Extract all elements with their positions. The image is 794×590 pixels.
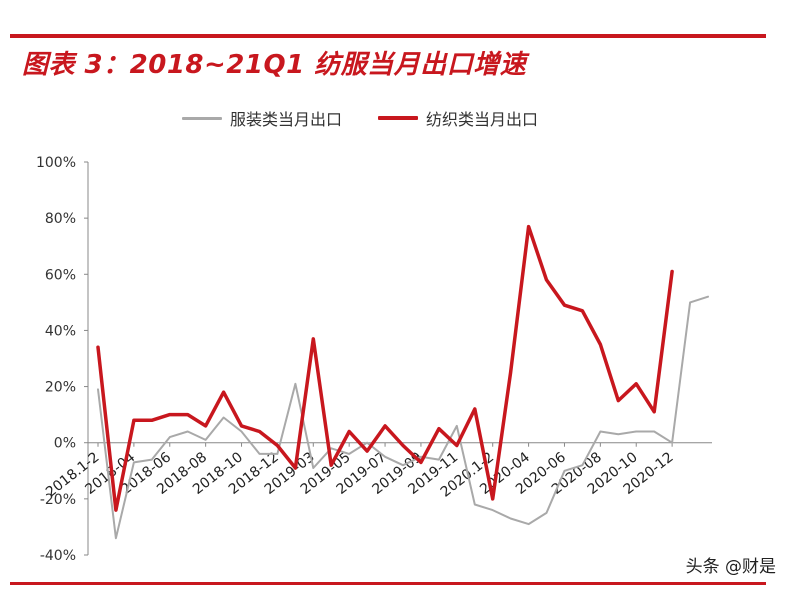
y-tick-label: -40% xyxy=(40,548,76,564)
legend-swatch-apparel xyxy=(182,116,222,120)
y-tick-label: 100% xyxy=(36,155,76,171)
chart-legend: 服装类当月出口 纺织类当月出口 xyxy=(182,106,574,130)
legend-item-apparel: 服装类当月出口 xyxy=(182,106,342,130)
legend-item-textile: 纺织类当月出口 xyxy=(378,106,538,130)
y-tick-label: 80% xyxy=(45,211,76,227)
figure-title: 图表 3：2018~21Q1 纺服当月出口增速 xyxy=(22,50,527,80)
y-tick-label: 40% xyxy=(45,323,76,339)
legend-swatch-textile xyxy=(378,116,419,120)
y-tick-label: -20% xyxy=(40,492,76,508)
top-rule xyxy=(10,34,766,38)
series-line-textile xyxy=(96,224,674,512)
y-tick-label: 60% xyxy=(45,267,76,283)
bottom-rule xyxy=(10,582,766,585)
watermark: 头条 @财是 xyxy=(681,551,780,578)
y-tick-label: 20% xyxy=(45,380,76,396)
legend-label-apparel: 服装类当月出口 xyxy=(230,110,343,129)
legend-label-textile: 纺织类当月出口 xyxy=(426,110,539,129)
y-tick-label: 0% xyxy=(54,436,76,452)
series-line-apparel xyxy=(97,295,709,540)
